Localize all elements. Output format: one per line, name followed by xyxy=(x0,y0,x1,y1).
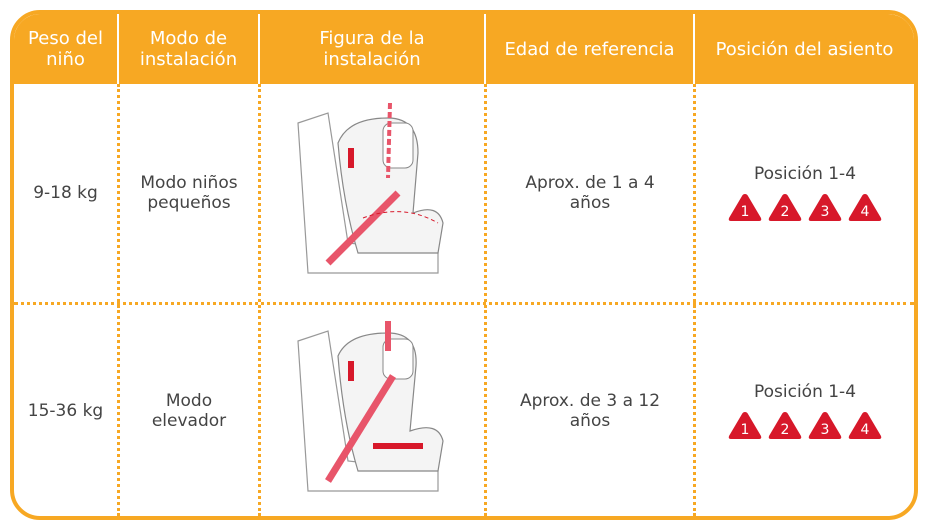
badge-shape xyxy=(848,194,882,221)
badge-number: 1 xyxy=(741,422,750,438)
age: Aprox. de 3 a 12 años xyxy=(519,390,661,431)
badge-number: 2 xyxy=(781,204,790,220)
position-badge: 2 xyxy=(768,194,802,221)
header-row: Peso del niño Modo de instalación Figura… xyxy=(14,14,914,84)
badge-number: 2 xyxy=(781,422,790,438)
position: Posición 1-4 xyxy=(753,381,857,402)
badge-number: 3 xyxy=(821,422,830,438)
badge-shape xyxy=(808,411,842,439)
table: Peso del niño Modo de instalación Figura… xyxy=(10,10,918,520)
mode: Modo elevador xyxy=(151,390,227,431)
seat-figure xyxy=(296,320,444,492)
age: Aprox. de 1 a 4 años xyxy=(525,173,655,213)
position-badge: 3 xyxy=(808,411,842,439)
position-badge: 1 xyxy=(728,194,762,221)
row: 15-36 kg Modo elevador Aprox. de 3 a 12 … xyxy=(14,305,914,516)
header-cell: Posición del asiento xyxy=(715,38,894,60)
position: Posición 1-4 xyxy=(753,164,857,184)
weight: 15-36 kg xyxy=(27,400,104,421)
position-badge: 1 xyxy=(728,411,762,439)
mode: Modo niños pequeños xyxy=(140,173,238,213)
badge-shape xyxy=(808,194,842,221)
header-cell: Edad de referencia xyxy=(504,38,675,60)
badges: 1 2 3 4 xyxy=(728,410,882,440)
row: 9-18 kg Modo niños pequeños Aprox. de 1 … xyxy=(14,84,914,305)
position-badge: 4 xyxy=(848,411,882,439)
badge-number: 4 xyxy=(861,204,870,220)
badge-number: 1 xyxy=(741,204,750,220)
badge-number: 3 xyxy=(821,204,830,220)
position-badge: 3 xyxy=(808,194,842,221)
header-cell: Modo de instalación xyxy=(139,28,238,70)
seat-figure xyxy=(296,103,444,274)
position-badge: 2 xyxy=(768,411,802,439)
header-cell: Figura de la instalación xyxy=(319,28,425,70)
badge-shape xyxy=(728,194,762,221)
badge-number: 4 xyxy=(861,422,870,438)
badge-shape xyxy=(768,194,802,221)
header-cell: Peso del niño xyxy=(28,28,103,70)
badge-shape xyxy=(768,411,802,439)
badges: 1 2 3 4 xyxy=(728,192,882,222)
position-badge: 4 xyxy=(848,194,882,221)
badge-shape xyxy=(728,411,762,439)
badge-shape xyxy=(848,411,882,439)
weight: 9-18 kg xyxy=(33,183,98,203)
